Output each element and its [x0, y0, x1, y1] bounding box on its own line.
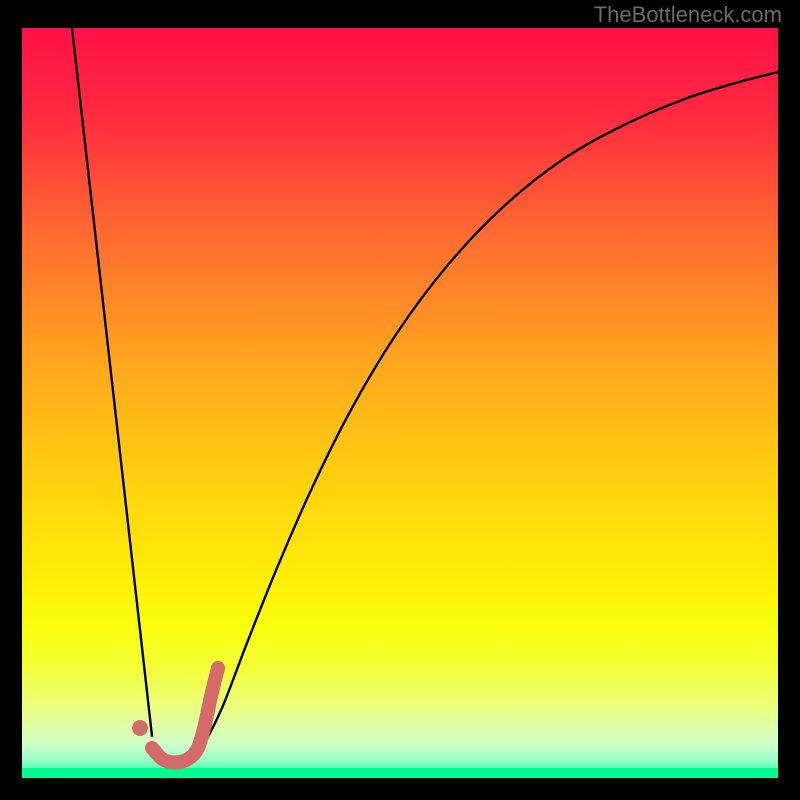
watermark-text: TheBottleneck.com [594, 2, 782, 28]
j-marker-hook [152, 668, 218, 763]
chart-container: TheBottleneck.com [0, 0, 800, 800]
curve-left-descent [72, 28, 152, 736]
curve-right-ascent [202, 72, 778, 748]
j-marker-dot [132, 720, 148, 736]
curve-layer [22, 28, 778, 778]
plot-area [22, 28, 778, 778]
